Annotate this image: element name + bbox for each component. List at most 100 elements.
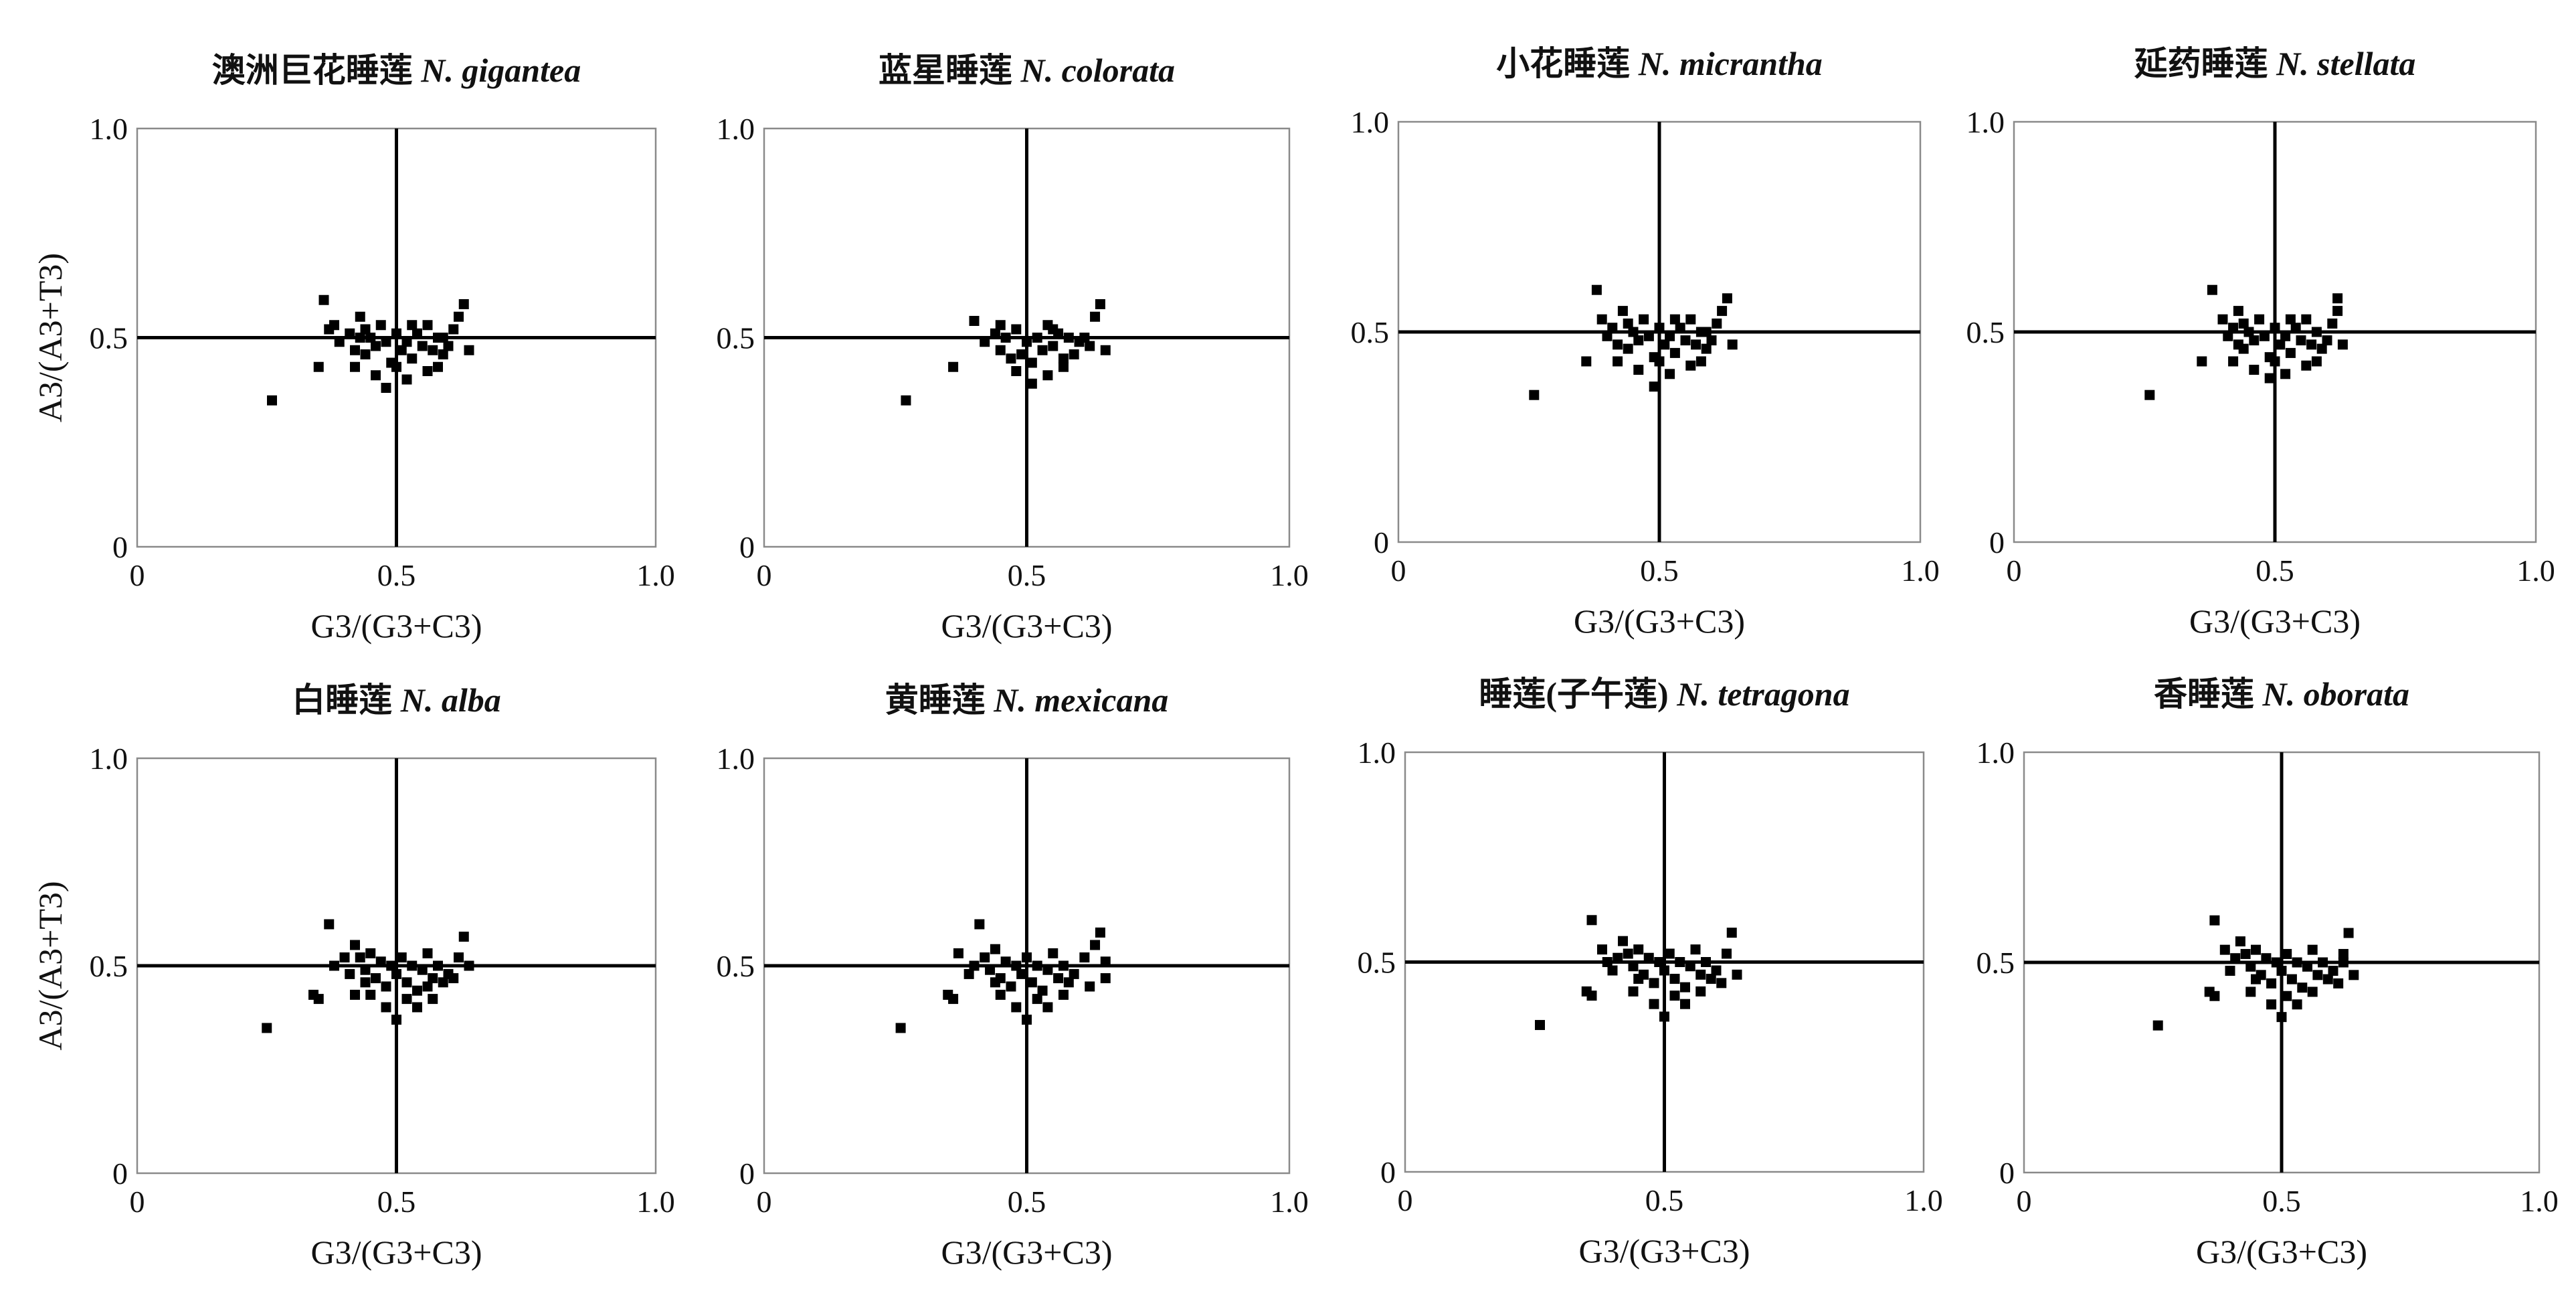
data-point [1659,1011,1669,1022]
data-point [2337,339,2348,350]
data-point [2266,999,2277,1010]
data-point [438,349,448,359]
data-point [1026,357,1037,368]
data-point [1654,957,1665,967]
data-point [412,328,422,339]
data-point [1659,339,1670,350]
data-point [2316,343,2327,354]
y-tick-label: 1.0 [1976,736,2015,770]
data-point [2264,373,2275,383]
data-point [1586,915,1597,926]
data-point [2338,957,2349,968]
data-point [1706,974,1716,984]
data-point [1000,956,1011,967]
data-point [417,964,428,975]
data-point [1069,349,1079,359]
data-point [1022,1015,1032,1025]
data-point [313,994,324,1005]
data-point [371,973,381,984]
data-point [2225,966,2235,976]
data-point [267,395,277,406]
data-point [1722,293,1732,304]
data-point [428,973,438,984]
data-point [2275,339,2286,350]
data-point [2328,966,2338,976]
y-tick-label: 0 [1989,525,2005,560]
data-point [1690,944,1701,955]
data-point [1659,965,1669,976]
data-point [2152,1020,2163,1031]
data-point [2285,314,2296,325]
data-point [401,374,412,385]
x-tick-label: 0 [130,558,145,592]
x-tick-label: 1.0 [636,1185,675,1219]
x-tick-label: 0 [757,558,772,592]
data-point [1100,345,1111,355]
panel-title-spacer [2268,45,2277,82]
data-point [412,1002,422,1013]
data-point [1006,981,1016,992]
data-point [391,1015,401,1025]
data-point [2197,356,2207,367]
data-point [1032,960,1042,971]
data-point [1701,327,1712,337]
data-point [1680,999,1690,1009]
data-point [1643,952,1654,963]
data-point [1026,378,1037,389]
data-point [963,968,974,979]
x-tick-label: 0.5 [377,1185,416,1219]
data-point [1048,324,1059,335]
x-axis-label: G3/(G3+C3) [1574,602,1745,640]
data-point [2292,999,2302,1010]
data-point [1695,986,1706,997]
data-point [2219,944,2230,955]
data-point [2254,314,2265,325]
data-point [365,989,376,1000]
scatter-panel: 睡莲(子午莲) N. tetragona 0 0.5 1.0 0 0.5 1.0 G3/(G3… [1358,675,1943,1270]
data-point [365,948,376,958]
data-point [262,1023,272,1033]
scatter-panel: 蓝星睡莲 N. colorata 0 0.5 1.0 0 0.5 1.0 G3/(G3+C3) [717,52,1309,644]
data-point [1011,324,1022,335]
data-point [2249,335,2260,346]
scatter-panel: 小花睡莲 N. micrantha 0 0.5 1.0 0 0.5 1.0 G3/(G3+C3… [1351,45,1940,640]
data-point [1016,968,1027,979]
data-point [2240,948,2251,959]
data-point [381,1002,391,1013]
data-point [1613,952,1623,963]
panel-title-spacer [1669,675,1677,713]
data-point [2266,978,2277,988]
data-point [1607,323,1618,333]
data-point [1685,360,1696,371]
data-point [1058,353,1069,364]
y-tick-label: 0.5 [1976,946,2015,980]
data-point [433,960,443,971]
data-point [953,948,963,958]
x-tick-label: 1.0 [1901,553,1940,588]
data-point [1016,349,1027,359]
x-tick-label: 0 [757,1185,772,1219]
y-tick-label: 1.0 [1358,736,1396,770]
panel-title-spacer [2254,675,2263,713]
y-tick-label: 0 [1374,525,1389,560]
data-point [1037,345,1048,355]
data-point [339,952,350,963]
data-point [1685,314,1696,325]
data-point [422,981,433,992]
data-point [2228,356,2239,367]
data-point [1649,999,1659,1009]
data-point [458,299,469,309]
panel-title-cn: 小花睡莲 [1496,45,1630,82]
data-point [2251,974,2261,984]
data-point [422,320,433,331]
data-point [2327,318,2338,329]
x-tick-label: 0.5 [1008,558,1046,592]
data-point [2207,284,2217,295]
y-tick-label: 0.5 [90,949,128,983]
data-point [2235,936,2245,947]
data-point [1669,974,1680,984]
data-point [1633,365,1644,375]
data-point [995,320,1006,331]
